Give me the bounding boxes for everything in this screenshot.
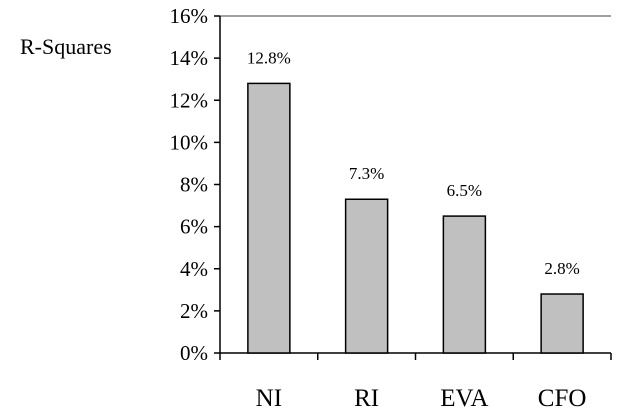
y-tick-label: 16% <box>170 4 209 28</box>
bar-ni <box>247 82 291 354</box>
y-tick-label: 0% <box>180 341 208 365</box>
x-tick-label-ni: NI <box>256 385 282 412</box>
x-tick-label-eva: EVA <box>440 385 488 412</box>
data-label-ri: 7.3% <box>349 164 384 183</box>
data-label-ni: 12.8% <box>247 48 291 67</box>
y-tick-label: 2% <box>180 299 208 323</box>
x-tick-label-ri: RI <box>354 385 379 412</box>
bar-ri <box>344 198 389 354</box>
y-tick-label: 8% <box>180 173 208 197</box>
bar-eva <box>442 215 487 354</box>
y-tick-label: 14% <box>170 46 209 70</box>
bar-cfo <box>540 293 584 354</box>
labels: 12.8% NI 7.3% RI 6.5% EVA 2.8% CFO <box>247 48 587 412</box>
y-tick-label: 4% <box>180 257 208 281</box>
y-tick-label: 10% <box>170 130 209 154</box>
x-tick-label-cfo: CFO <box>538 385 587 412</box>
data-label-cfo: 2.8% <box>544 259 579 278</box>
y-tick-label: 6% <box>180 215 208 239</box>
bars <box>247 82 584 354</box>
y-tick-label: 12% <box>170 88 209 112</box>
data-label-eva: 6.5% <box>447 181 482 200</box>
y-axis-title: R-Squares <box>20 34 112 59</box>
